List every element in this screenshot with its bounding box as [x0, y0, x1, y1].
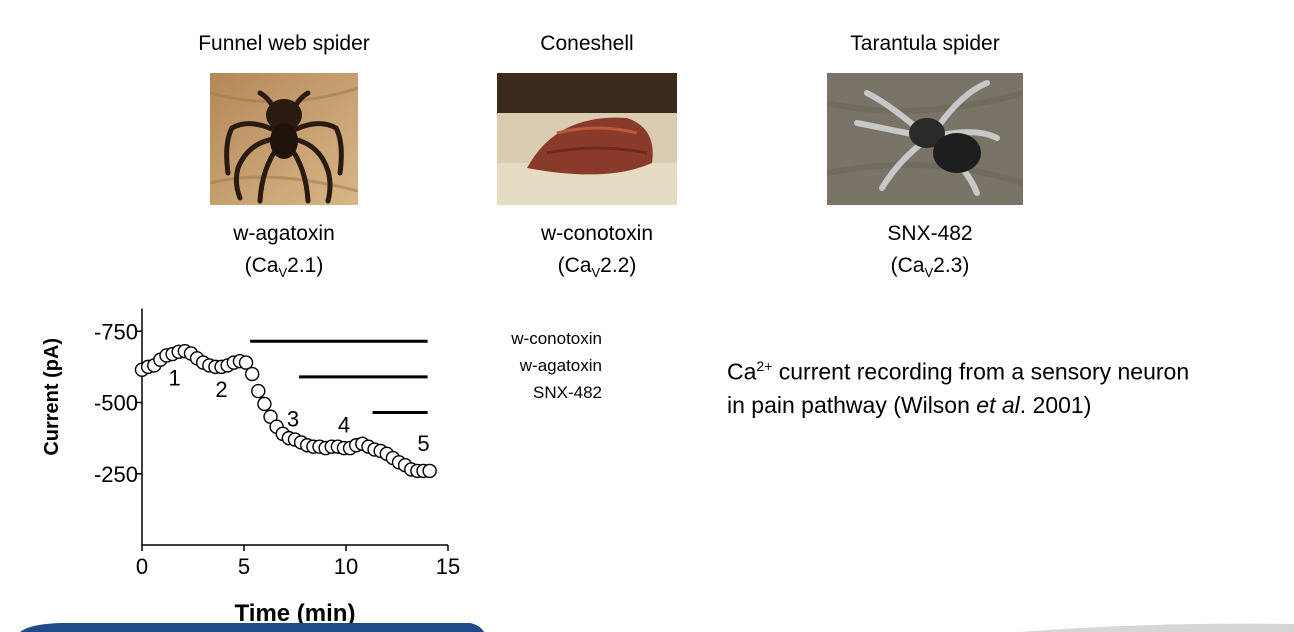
x-tick-label: 0	[136, 554, 148, 579]
x-axis-label: Time (min)	[235, 600, 356, 627]
species-name: Coneshell	[540, 32, 634, 55]
species-funnel-web: Funnel web spider	[184, 30, 384, 211]
point-label: 1	[169, 365, 181, 390]
channel-label: (CaV2.2)	[557, 254, 637, 281]
point-label: 4	[338, 412, 350, 437]
toxin-name: w-conotoxin	[540, 222, 654, 245]
coneshell-image	[497, 73, 677, 205]
species-tarantula: Tarantula spider	[825, 30, 1025, 211]
data-point	[251, 383, 266, 399]
data-point	[244, 366, 260, 382]
point-label: 3	[287, 407, 299, 432]
toxin-name: w-agatoxin	[233, 222, 335, 245]
data-point	[238, 355, 254, 370]
y-axis-label: Current (pA)	[41, 338, 63, 456]
toxin-label-3: SNX-482 (CaV2.3)	[830, 218, 1030, 289]
species-coneshell: Coneshell	[487, 30, 687, 211]
recording-caption: Ca2+ current recording from a sensory ne…	[727, 350, 1287, 422]
toxin-legend: w-conotoxin w-agatoxin SNX-482	[450, 325, 602, 406]
legend-item: w-agatoxin	[519, 356, 602, 375]
species-name: Funnel web spider	[198, 32, 370, 55]
toxin-label-2: w-conotoxin (CaV2.2)	[497, 218, 697, 289]
point-label: 5	[417, 431, 429, 456]
x-tick-label: 15	[436, 554, 460, 579]
funnel-web-spider-image	[209, 73, 359, 205]
channel-label: (CaV2.1)	[244, 254, 324, 281]
tarantula-spider-image	[826, 73, 1024, 205]
species-name: Tarantula spider	[850, 32, 1000, 55]
toxin-label-1: w-agatoxin (CaV2.1)	[184, 218, 384, 289]
title-strip	[0, 0, 1294, 10]
caption-line-2: in pain pathway (Wilson et al. 2001)	[727, 391, 1092, 418]
y-tick-label: -500	[94, 391, 138, 416]
data-point	[422, 463, 437, 479]
y-tick-label: -250	[94, 462, 138, 487]
y-tick-label: -750	[94, 319, 138, 344]
legend-item: SNX-482	[533, 383, 602, 402]
data-point	[257, 396, 272, 412]
bottom-decoration	[20, 623, 1294, 632]
caption-line-1: Ca2+ current recording from a sensory ne…	[727, 358, 1190, 385]
x-tick-label: 10	[334, 554, 358, 579]
x-tick-label: 5	[238, 554, 250, 579]
legend-item: w-conotoxin	[511, 329, 602, 348]
toxin-name: SNX-482	[887, 222, 973, 245]
point-label: 2	[215, 377, 227, 402]
channel-label: (CaV2.3)	[890, 254, 970, 281]
